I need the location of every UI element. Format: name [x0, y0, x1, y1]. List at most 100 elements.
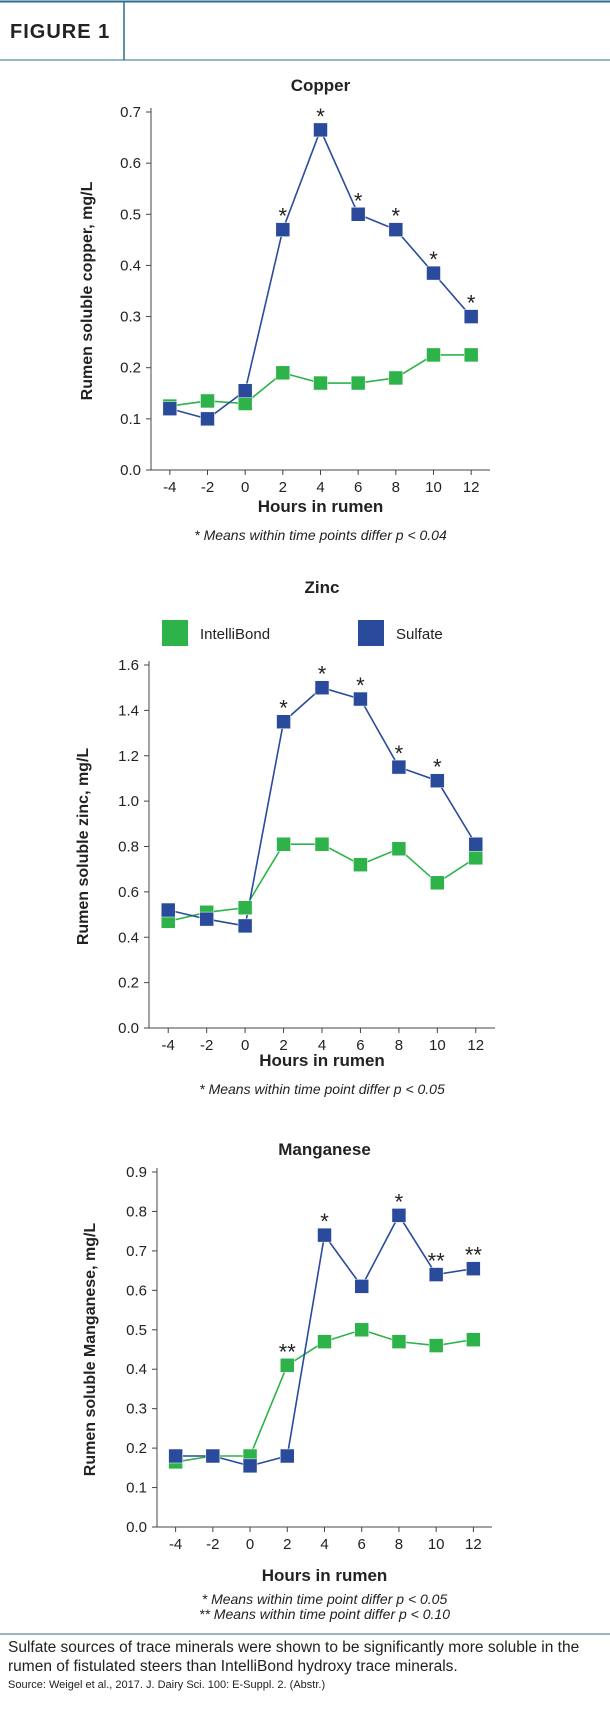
x-tick-label: 4 [316, 479, 324, 496]
data-point [468, 850, 484, 866]
x-tick-label: -2 [200, 1037, 213, 1054]
data-point [314, 680, 330, 695]
y-tick-label: 1.6 [118, 657, 139, 674]
x-tick-label: 12 [463, 479, 480, 496]
x-axis-label: Hours in rumen [259, 1051, 385, 1070]
data-point [426, 265, 441, 281]
significance-mark: * [392, 204, 401, 229]
data-point [430, 773, 445, 788]
significance-mark: * [320, 1209, 329, 1234]
data-point [162, 401, 178, 416]
data-point [466, 1261, 481, 1276]
figure-label: FIGURE 1 [10, 21, 110, 43]
x-tick-label: -4 [163, 479, 176, 496]
x-tick-label: 10 [429, 1037, 446, 1054]
data-point [468, 836, 484, 852]
y-tick-label: 0.0 [118, 1020, 139, 1037]
data-point [200, 393, 215, 409]
y-tick-label: 1.4 [118, 702, 139, 719]
footnote: * Means within time point differ p < 0.0… [202, 1591, 448, 1607]
legend-label: Sulfate [396, 626, 443, 643]
data-point [388, 370, 404, 386]
y-tick-label: 0.6 [120, 155, 141, 172]
significance-mark: * [316, 104, 325, 129]
y-tick-label: 0.6 [126, 1282, 147, 1299]
footnote: * Means within time point differ p < 0.0… [199, 1081, 445, 1097]
significance-mark: * [279, 696, 288, 721]
significance-mark: * [395, 741, 404, 766]
significance-mark: * [318, 662, 327, 687]
y-tick-label: 0.7 [120, 104, 141, 121]
data-point [353, 857, 368, 872]
y-tick-label: 0.2 [126, 1440, 147, 1457]
data-point [428, 1267, 444, 1282]
y-tick-label: 0.4 [126, 1361, 147, 1378]
data-point [391, 1334, 407, 1349]
data-point [242, 1458, 258, 1474]
significance-mark: * [433, 755, 442, 780]
data-point [391, 759, 407, 775]
x-tick-label: 10 [428, 1536, 445, 1553]
x-tick-label: 2 [279, 479, 287, 496]
x-tick-label: -2 [201, 479, 214, 496]
data-point [317, 1227, 332, 1243]
y-tick-label: 0.0 [126, 1519, 147, 1536]
legend-swatch [162, 620, 188, 646]
x-tick-label: 2 [283, 1536, 291, 1553]
x-tick-label: -4 [169, 1536, 182, 1553]
y-axis-label: Rumen soluble zinc, mg/L [75, 748, 92, 946]
x-tick-label: 0 [246, 1536, 254, 1553]
data-point [354, 1322, 369, 1338]
legend-label: IntelliBond [200, 626, 270, 643]
data-point [275, 365, 291, 381]
data-point [200, 411, 215, 427]
y-tick-label: 0.2 [120, 360, 141, 377]
x-tick-label: 4 [318, 1037, 326, 1054]
significance-mark: * [467, 291, 476, 316]
data-point [313, 122, 328, 138]
significance-mark: * [429, 247, 438, 272]
series-line [168, 843, 477, 923]
x-tick-label: -4 [162, 1037, 175, 1054]
data-point [463, 347, 479, 363]
x-tick-label: 2 [279, 1037, 287, 1054]
data-point [428, 1338, 444, 1353]
data-point [205, 1448, 221, 1464]
footnote: ** Means within time point differ p < 0.… [199, 1606, 450, 1622]
x-tick-label: 8 [392, 479, 400, 496]
data-point [237, 396, 253, 411]
x-tick-label: 8 [395, 1536, 403, 1553]
x-tick-label: 4 [320, 1536, 328, 1553]
data-point [314, 836, 330, 852]
y-tick-label: 0.2 [118, 975, 139, 992]
y-tick-label: 0.6 [118, 884, 139, 901]
series-line [175, 1328, 474, 1463]
y-axis-label: Rumen soluble copper, mg/L [79, 181, 96, 400]
x-tick-label: 0 [241, 1037, 249, 1054]
y-tick-label: 1.2 [118, 748, 139, 765]
data-point [280, 1358, 295, 1373]
data-point [276, 714, 291, 729]
y-tick-label: 0.4 [120, 257, 141, 274]
x-tick-label: -2 [206, 1536, 219, 1553]
data-point [168, 1448, 183, 1464]
y-tick-label: 0.9 [126, 1164, 147, 1181]
data-point [237, 918, 253, 934]
source: Source: Weigel et al., 2017. J. Dairy Sc… [8, 1679, 326, 1691]
x-tick-label: 6 [354, 479, 362, 496]
y-tick-label: 0.5 [120, 206, 141, 223]
y-tick-label: 0.1 [120, 411, 141, 428]
caption: Sulfate sources of trace minerals were s… [8, 1639, 580, 1675]
data-point [160, 902, 176, 918]
y-tick-label: 0.3 [120, 309, 141, 326]
data-point [199, 911, 214, 927]
x-tick-label: 8 [395, 1037, 403, 1054]
legend-swatch [358, 620, 384, 646]
chart-title: Manganese [278, 1140, 371, 1159]
x-tick-label: 10 [425, 479, 442, 496]
data-point [317, 1334, 332, 1349]
x-tick-label: 6 [358, 1536, 366, 1553]
y-axis-label: Rumen soluble Manganese, mg/L [82, 1223, 99, 1477]
